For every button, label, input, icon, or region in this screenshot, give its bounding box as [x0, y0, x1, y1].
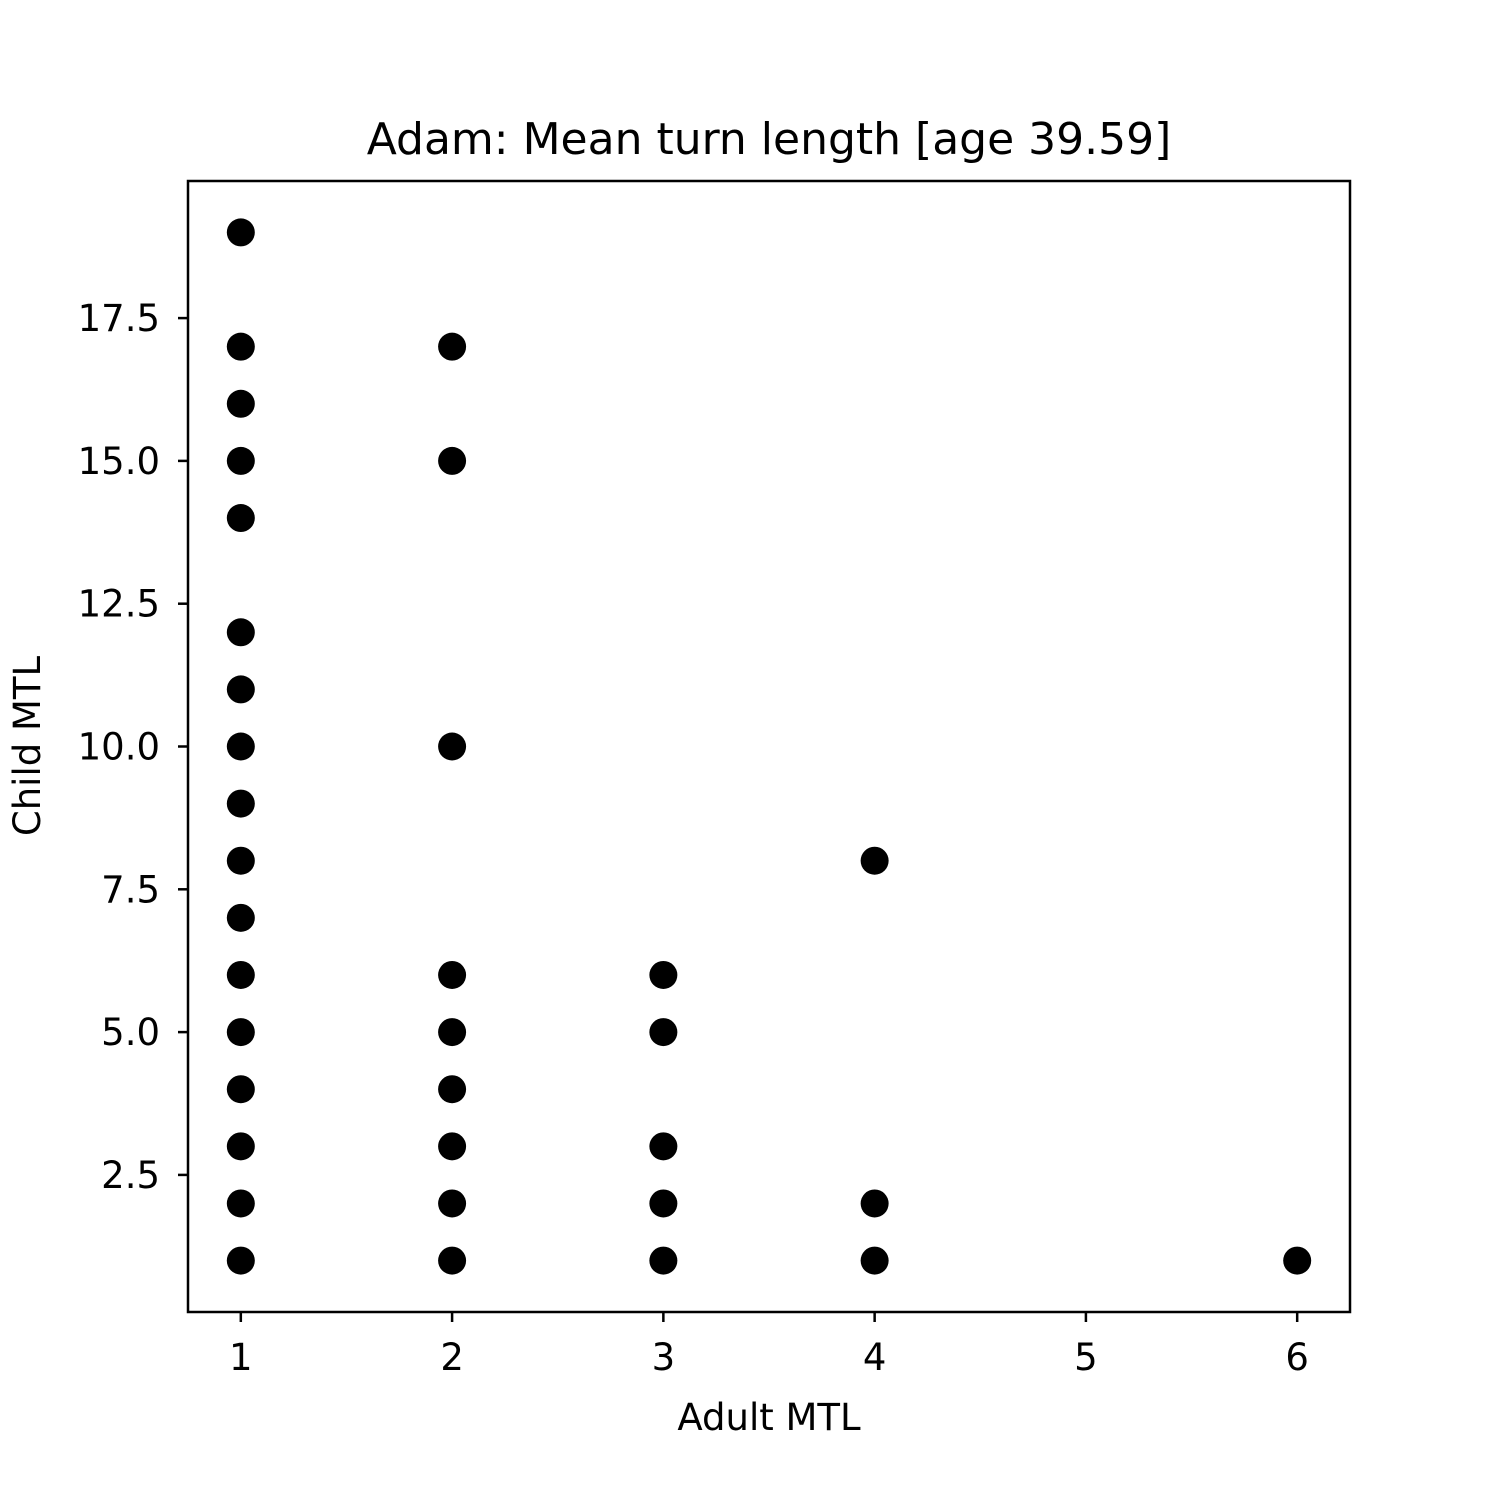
data-point: [438, 1246, 467, 1275]
y-tick-label: 12.5: [78, 583, 160, 626]
data-point: [438, 1018, 467, 1047]
data-point: [438, 332, 467, 361]
data-point: [226, 332, 255, 361]
data-point: [226, 389, 255, 418]
data-point: [860, 1189, 889, 1218]
x-tick-label: 2: [440, 1336, 464, 1379]
data-point: [649, 1189, 678, 1218]
data-point: [438, 446, 467, 475]
x-tick-label: 5: [1074, 1336, 1098, 1379]
data-point: [438, 732, 467, 761]
y-tick-label: 15.0: [78, 440, 160, 483]
points-layer: [226, 218, 1312, 1275]
data-point: [226, 732, 255, 761]
data-point: [226, 1075, 255, 1104]
y-axis-ticks: 2.5 5.0 7.5 10.0 12.5 15.0 17.5: [78, 297, 188, 1197]
data-point: [649, 1132, 678, 1161]
x-tick-label: 1: [229, 1336, 253, 1379]
data-point: [226, 846, 255, 875]
data-point: [438, 1189, 467, 1218]
data-point: [226, 675, 255, 704]
data-point: [226, 1189, 255, 1218]
data-point: [226, 789, 255, 818]
data-point: [226, 1132, 255, 1161]
y-axis-label: Child MTL: [6, 656, 49, 837]
data-point: [226, 218, 255, 247]
data-point: [226, 504, 255, 533]
y-tick-label: 2.5: [101, 1154, 160, 1197]
y-tick-label: 7.5: [101, 868, 160, 911]
data-point: [438, 1132, 467, 1161]
data-point: [649, 1246, 678, 1275]
x-axis-label: Adult MTL: [677, 1396, 861, 1439]
data-point: [438, 1075, 467, 1104]
data-point: [226, 618, 255, 647]
data-point: [649, 960, 678, 989]
y-tick-label: 10.0: [78, 726, 160, 769]
data-point: [226, 1246, 255, 1275]
y-tick-label: 5.0: [101, 1011, 160, 1054]
x-tick-label: 3: [652, 1336, 676, 1379]
data-point: [1283, 1246, 1312, 1275]
x-tick-label: 6: [1285, 1336, 1309, 1379]
data-point: [226, 1018, 255, 1047]
data-point: [226, 903, 255, 932]
chart-title: Adam: Mean turn length [age 39.59]: [367, 114, 1172, 165]
data-point: [226, 446, 255, 475]
data-point: [226, 960, 255, 989]
plot-frame: [186, 179, 1352, 1314]
data-point: [860, 846, 889, 875]
y-tick-label: 17.5: [78, 297, 160, 340]
data-point: [649, 1018, 678, 1047]
x-tick-label: 4: [863, 1336, 887, 1379]
x-axis-ticks: 1 2 3 4 5 6: [229, 1312, 1309, 1379]
data-point: [438, 960, 467, 989]
data-point: [860, 1246, 889, 1275]
